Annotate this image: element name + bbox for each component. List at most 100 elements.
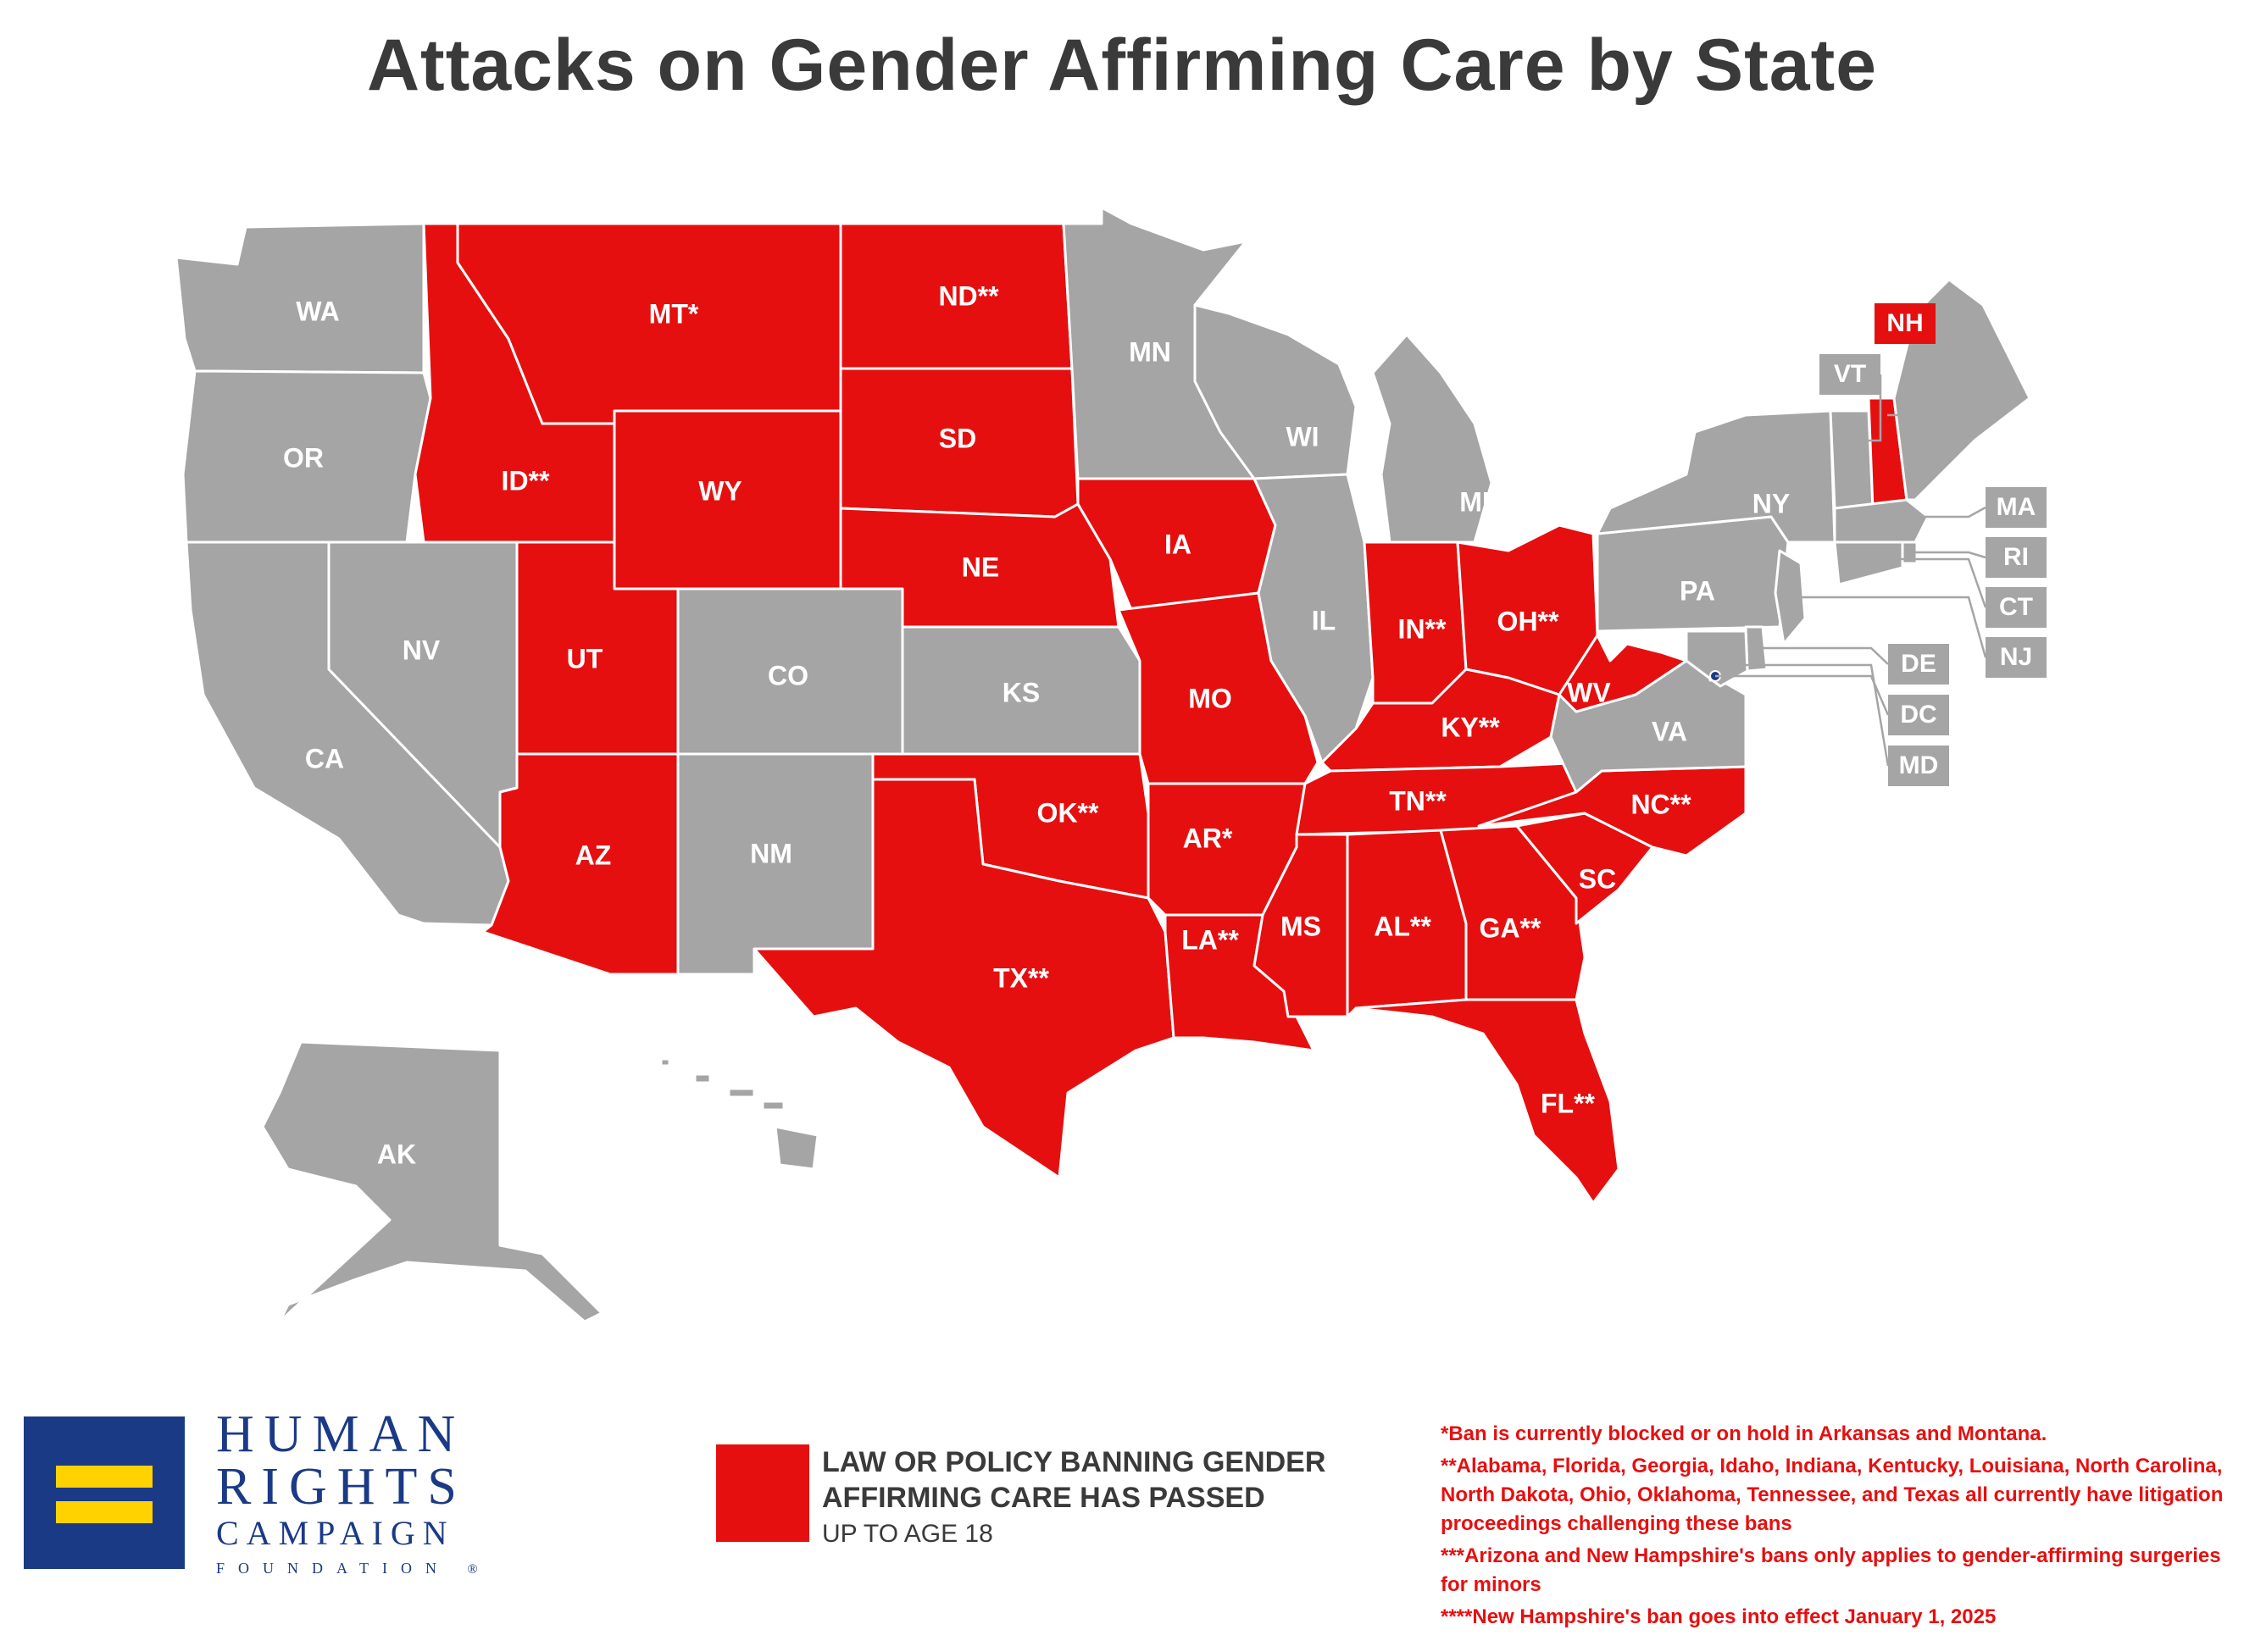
state-label-nj: NJ [2000,643,2032,671]
state-label-ca: CA [305,743,344,773]
equal-sign-icon [24,1416,185,1569]
state-shape-wv [1558,634,1688,713]
state-label-nm: NM [750,838,792,868]
callout-box-nh [1875,303,1936,344]
state-label-co: CO [768,660,808,690]
state-label-il: IL [1312,605,1336,635]
state-label-sd: SD [939,423,976,453]
state-shape-nj [1774,549,1807,646]
logo-line-rights: RIGHTS [216,1458,467,1516]
hrc-wordmark: HUMAN RIGHTS CAMPAIGN FOUNDATION ® [216,1408,478,1584]
callout-box-vt [1819,354,1880,395]
logo-line-campaign: CAMPAIGN [216,1514,455,1552]
state-label-az: AZ [575,840,612,870]
state-shape-vt [1829,409,1875,510]
legend-sub: UP TO AGE 18 [822,1520,993,1548]
state-label-wi: WI [1286,421,1319,452]
legend-swatch-ban [716,1444,809,1542]
page-title: Attacks on Gender Affirming Care by Stat… [366,25,1878,106]
state-shape-or [181,369,432,544]
state-label-in: IN** [1398,613,1447,644]
logo-line-foundation: FOUNDATION ® [216,1560,478,1577]
state-label-id: ID** [502,465,550,496]
legend-main-line-2: AFFIRMING CARE HAS PASSED [822,1482,1265,1514]
state-label-la: LA** [1181,924,1239,955]
callout-box-ma [1986,487,2047,528]
callout-leader-nh [1887,324,1937,417]
state-label-nh: NH [1886,309,1923,337]
state-label-tx: TX** [993,962,1049,993]
state-label-mo: MO [1188,683,1232,713]
state-label-nd: ND** [938,280,999,311]
footnotes: *Ban is currently blocked or on hold in … [1441,1420,2237,1635]
state-label-mi: MI [1459,486,1490,517]
state-label-nv: NV [403,635,441,665]
state-label-ms: MS [1280,911,1321,941]
state-shape-wi [1193,303,1358,480]
footnote-2: **Alabama, Florida, Georgia, Idaho, Indi… [1441,1455,2224,1535]
state-shape-tx [753,778,1175,1179]
state-shape-hi [659,1057,819,1171]
state-label-ne: NE [962,552,999,582]
callout-leader-md [1729,663,1890,767]
state-label-ma: MA [1997,493,2036,521]
state-label-va: VA [1652,716,1687,746]
state-shape-ny [1596,409,1836,544]
state-label-ks: KS [1003,677,1040,707]
us-map: WA OR CA NV ID** MT* WY UT AZ CO NM ND** SD NE KS OK** T… [175,206,2047,1323]
state-label-wv: WV [1567,677,1611,707]
callout-leader-vt [1849,374,1882,442]
callout-leader-de [1756,646,1889,665]
state-label-ut: UT [567,643,603,674]
state-label-de: DE [1901,650,1936,678]
state-label-pa: PA [1680,575,1715,606]
state-label-dc: DC [1900,701,1936,729]
state-label-oh: OH** [1497,606,1559,636]
callout-box-ct [1986,587,2047,628]
state-label-ia: IA [1164,529,1191,559]
registered-mark: ® [467,1562,478,1577]
callout-box-de [1888,644,1949,685]
state-label-md: MD [1899,751,1939,779]
state-shape-ak [261,1040,603,1323]
callout-box-ri [1986,537,2047,578]
state-shape-ct [1833,541,1904,586]
callout-leader-nj [1795,596,1987,658]
callout-leader-ri [1911,551,1986,559]
callout-box-md [1888,746,1949,786]
state-label-ny: NY [1752,488,1790,518]
state-label-fl: FL** [1541,1088,1596,1118]
callout-leader-ma [1894,506,1986,518]
state-label-ga: GA** [1480,912,1541,943]
state-label-tn: TN** [1389,785,1447,816]
legend: LAW OR POLICY BANNING GENDER AFFIRMING C… [822,1444,1381,1553]
state-label-nc: NC** [1630,789,1691,819]
state-label-al: AL** [1374,911,1431,941]
state-label-vt: VT [1834,360,1866,388]
state-label-wa: WA [296,296,340,326]
state-label-ct: CT [1999,593,2033,621]
state-label-or: OR [283,442,324,473]
state-label-sc: SC [1579,863,1616,894]
logo-line-human: HUMAN [216,1405,466,1463]
state-shape-mi [1371,333,1493,544]
callout-box-nj [1986,637,2047,678]
state-shape-md [1685,629,1749,688]
footnote-1: *Ban is currently blocked or on hold in … [1441,1422,2047,1445]
state-label-wy: WY [698,475,742,506]
state-label-ar: AR* [1183,823,1233,853]
state-label-ky: KY** [1441,712,1500,742]
state-label-ak: AK [377,1139,416,1169]
callout-leader-dc [1715,674,1890,716]
callout-box-dc [1888,695,1949,735]
legend-main-line-1: LAW OR POLICY BANNING GENDER [822,1446,1326,1478]
state-label-ok: OK** [1037,797,1099,828]
state-shape-az [481,752,680,976]
state-shape-fl [1354,998,1620,1205]
state-label-mt: MT* [649,298,699,329]
state-shape-pa [1596,515,1790,633]
footnote-4: ****New Hampshire's ban goes into effect… [1441,1605,1997,1628]
state-label-ri: RI [2003,543,2029,571]
callout-leader-ct [1873,557,1987,608]
state-shape-ma [1833,498,1930,544]
